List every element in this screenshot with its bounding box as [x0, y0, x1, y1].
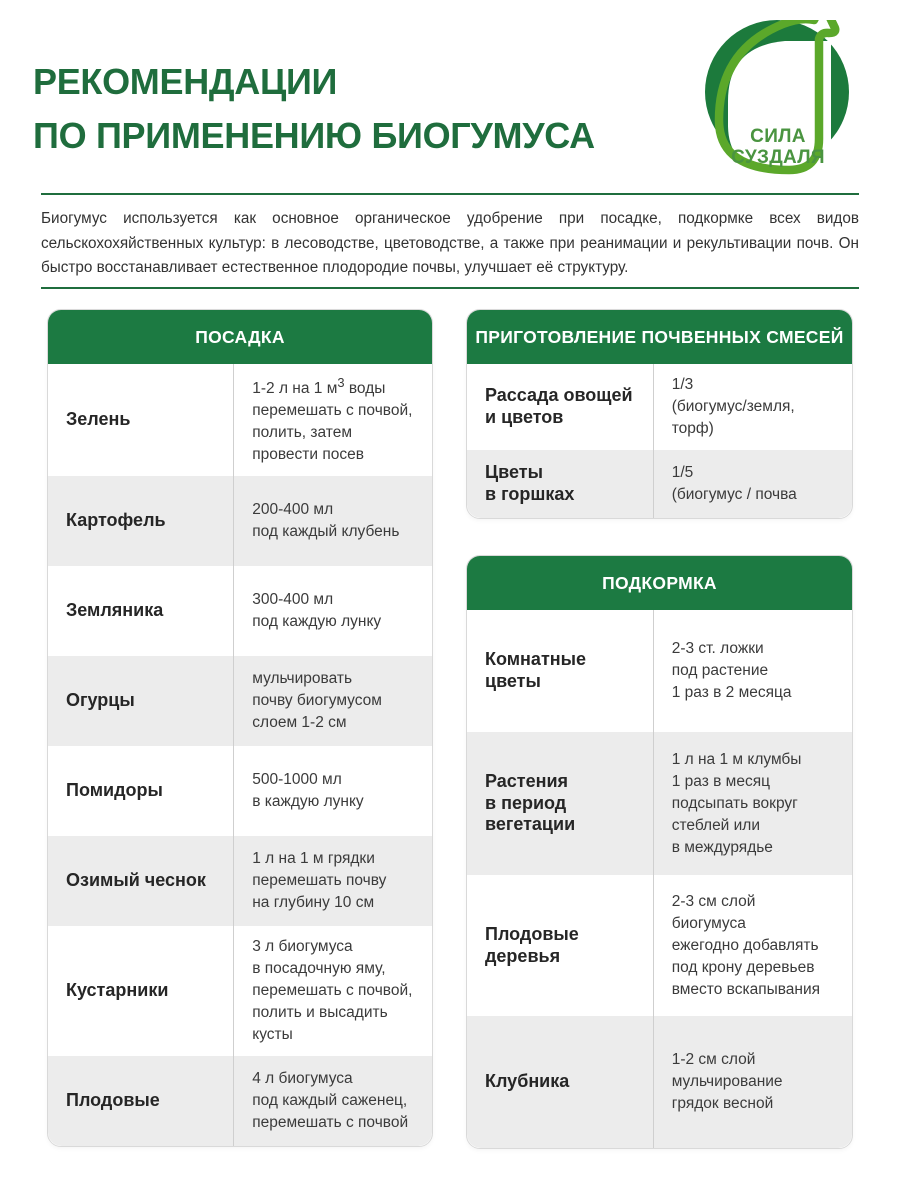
svg-text:СИЛА: СИЛА: [750, 126, 806, 147]
svg-text:СУЗДАЛЯ: СУЗДАЛЯ: [731, 147, 825, 168]
